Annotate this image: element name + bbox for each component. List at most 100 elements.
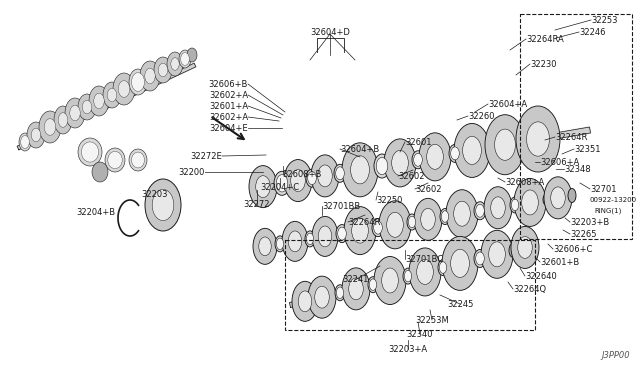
Ellipse shape <box>368 277 378 293</box>
Text: 32264RA: 32264RA <box>526 35 564 44</box>
Text: 32246: 32246 <box>579 28 605 37</box>
Ellipse shape <box>92 162 108 182</box>
Ellipse shape <box>118 81 130 97</box>
Ellipse shape <box>491 197 506 219</box>
Ellipse shape <box>94 93 104 109</box>
Text: 32602+A: 32602+A <box>209 113 248 122</box>
Ellipse shape <box>412 151 424 169</box>
Ellipse shape <box>454 124 490 177</box>
Ellipse shape <box>511 227 539 269</box>
Ellipse shape <box>351 156 369 184</box>
Text: 32340: 32340 <box>407 330 433 339</box>
Text: 32264R: 32264R <box>348 218 380 227</box>
Ellipse shape <box>342 143 378 197</box>
Ellipse shape <box>288 231 302 252</box>
Text: 32606+C: 32606+C <box>553 245 593 254</box>
Text: 32348: 32348 <box>564 165 591 174</box>
Ellipse shape <box>305 231 315 247</box>
Ellipse shape <box>275 236 285 252</box>
Text: 32241: 32241 <box>342 275 368 284</box>
Ellipse shape <box>463 137 481 164</box>
Ellipse shape <box>19 133 31 151</box>
Ellipse shape <box>338 227 346 240</box>
Ellipse shape <box>376 157 388 174</box>
Ellipse shape <box>187 48 197 62</box>
Text: 32272: 32272 <box>244 200 270 209</box>
Ellipse shape <box>78 138 102 166</box>
Ellipse shape <box>451 147 460 160</box>
Text: 32203+B: 32203+B <box>570 218 609 227</box>
Ellipse shape <box>312 217 338 256</box>
Text: 32253: 32253 <box>591 16 618 25</box>
Ellipse shape <box>308 171 316 185</box>
Ellipse shape <box>132 73 145 92</box>
Text: J3PP00: J3PP00 <box>602 351 630 360</box>
Text: 32602+A: 32602+A <box>209 91 248 100</box>
Ellipse shape <box>307 233 314 245</box>
Ellipse shape <box>384 139 416 187</box>
Ellipse shape <box>420 208 435 230</box>
Ellipse shape <box>298 291 312 312</box>
Ellipse shape <box>180 52 189 65</box>
Text: 32200: 32200 <box>179 168 205 177</box>
Ellipse shape <box>334 164 346 182</box>
Ellipse shape <box>44 119 56 135</box>
Ellipse shape <box>337 287 344 298</box>
Ellipse shape <box>145 179 181 231</box>
Text: 32203: 32203 <box>141 190 168 199</box>
Ellipse shape <box>292 281 318 321</box>
Ellipse shape <box>485 115 525 175</box>
Ellipse shape <box>113 73 135 105</box>
Ellipse shape <box>105 148 125 172</box>
Ellipse shape <box>442 236 478 291</box>
Polygon shape <box>289 243 536 307</box>
Ellipse shape <box>256 176 270 198</box>
Ellipse shape <box>158 63 168 77</box>
Ellipse shape <box>409 248 441 296</box>
Ellipse shape <box>442 211 449 222</box>
Ellipse shape <box>81 142 99 162</box>
Ellipse shape <box>407 214 417 230</box>
Ellipse shape <box>274 171 290 195</box>
Ellipse shape <box>20 135 29 148</box>
Ellipse shape <box>438 260 448 276</box>
Ellipse shape <box>108 88 116 102</box>
Text: 32272E: 32272E <box>190 152 222 161</box>
Ellipse shape <box>427 144 444 169</box>
Text: 32230: 32230 <box>530 60 557 69</box>
Ellipse shape <box>336 225 348 243</box>
Ellipse shape <box>544 177 572 219</box>
Ellipse shape <box>103 82 121 108</box>
Ellipse shape <box>550 187 565 209</box>
Ellipse shape <box>489 139 499 155</box>
Ellipse shape <box>152 189 174 221</box>
Ellipse shape <box>108 151 122 169</box>
Text: 32701BC: 32701BC <box>405 255 443 264</box>
Ellipse shape <box>474 250 486 267</box>
Ellipse shape <box>413 153 422 166</box>
Text: 32701BB: 32701BB <box>322 202 360 211</box>
Ellipse shape <box>379 201 411 249</box>
Ellipse shape <box>509 243 517 257</box>
Text: 32204+C: 32204+C <box>260 183 299 192</box>
Ellipse shape <box>476 204 484 217</box>
Ellipse shape <box>318 226 332 247</box>
Ellipse shape <box>352 218 369 243</box>
Ellipse shape <box>70 105 80 121</box>
Ellipse shape <box>404 270 412 282</box>
Ellipse shape <box>446 190 478 238</box>
Bar <box>285 240 535 330</box>
Text: 32601+B: 32601+B <box>540 258 579 267</box>
Ellipse shape <box>440 209 450 225</box>
Ellipse shape <box>284 160 312 202</box>
Ellipse shape <box>311 155 339 197</box>
Ellipse shape <box>451 249 469 278</box>
Ellipse shape <box>65 98 85 128</box>
Ellipse shape <box>518 237 532 259</box>
Text: 32602: 32602 <box>398 172 424 181</box>
Ellipse shape <box>374 154 390 178</box>
Ellipse shape <box>129 149 147 171</box>
Text: 32606+B: 32606+B <box>209 80 248 89</box>
Ellipse shape <box>335 285 345 301</box>
Ellipse shape <box>78 94 96 120</box>
